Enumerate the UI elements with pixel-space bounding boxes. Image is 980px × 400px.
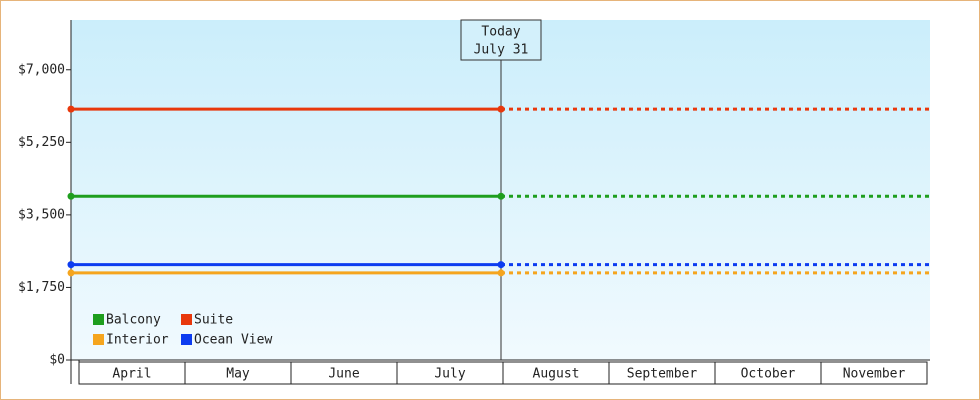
y-tick-label: $7,000	[18, 62, 65, 77]
series-point	[67, 261, 75, 269]
legend-label: Balcony	[106, 313, 161, 328]
x-tick-label: July	[434, 367, 465, 382]
legend-label: Interior	[106, 333, 169, 348]
series-point	[497, 261, 505, 269]
month-cell	[820, 361, 928, 385]
legend-label: Suite	[194, 313, 233, 328]
legend-swatch	[181, 314, 192, 325]
x-tick-label: August	[533, 367, 580, 382]
series-point	[67, 105, 75, 113]
y-tick-label: $0	[49, 353, 65, 368]
y-tick-label: $1,750	[18, 280, 65, 295]
x-tick-label: June	[328, 367, 359, 382]
y-tick-label: $3,500	[18, 207, 65, 222]
legend-swatch	[93, 334, 104, 345]
legend-swatch	[93, 314, 104, 325]
x-tick-label: October	[741, 367, 796, 382]
series-point	[497, 105, 505, 113]
y-tick-label: $5,250	[18, 135, 65, 150]
legend-swatch	[181, 334, 192, 345]
today-box	[460, 19, 542, 61]
today-title: Today	[481, 25, 520, 40]
series-point	[67, 192, 75, 200]
x-tick-label: November	[843, 367, 906, 382]
x-tick-label: May	[226, 367, 250, 382]
legend-label: Ocean View	[194, 333, 272, 348]
series-point	[497, 269, 505, 277]
series-point	[497, 192, 505, 200]
today-date: July 31	[474, 43, 529, 58]
x-tick-label: April	[112, 367, 151, 382]
series-point	[67, 269, 75, 277]
x-tick-label: September	[627, 367, 698, 382]
